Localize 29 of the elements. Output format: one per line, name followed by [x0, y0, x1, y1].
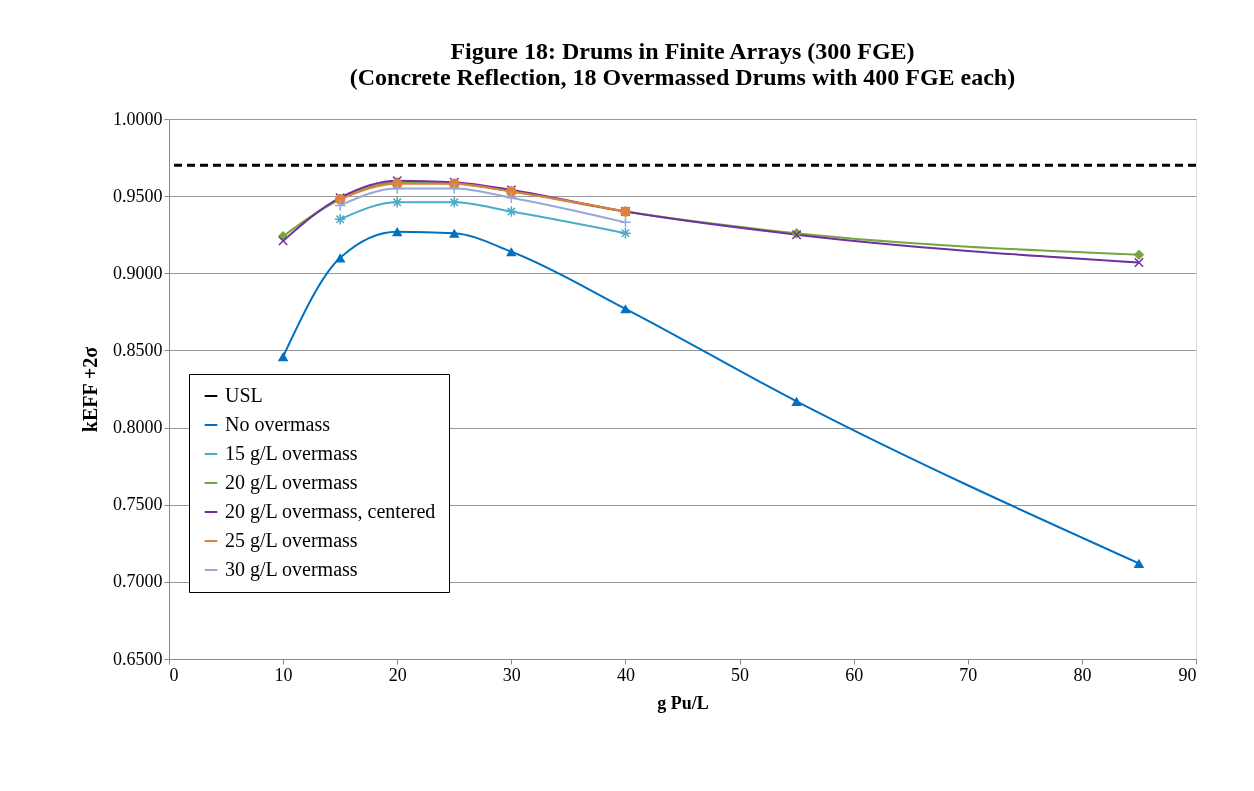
legend-label: No overmass [225, 413, 331, 435]
y-tick-label: 1.0000 [113, 108, 163, 129]
y-tick-label: 0.8500 [113, 339, 163, 360]
x-tick-label: 50 [731, 664, 750, 685]
x-tick-label: 10 [274, 664, 293, 685]
y-tick-label: 0.6500 [113, 648, 163, 669]
legend-label: 25 g/L overmass [225, 529, 358, 552]
x-tick-label: 70 [959, 664, 978, 685]
y-tick-label: 0.9500 [113, 185, 163, 206]
x-tick-label: 40 [616, 664, 635, 685]
legend-label: 20 g/L overmass, centered [225, 500, 436, 523]
y-tick-label: 0.9000 [113, 262, 163, 283]
legend-label: 15 g/L overmass [225, 442, 358, 465]
y-tick-label: 0.7500 [113, 494, 163, 515]
legend-label: USL [225, 384, 263, 406]
x-tick-label: 60 [845, 664, 864, 685]
y-axis-title: kEFF +2σ [79, 346, 101, 433]
legend-label: 30 g/L overmass [225, 558, 358, 581]
y-tick-label: 0.8000 [113, 417, 163, 438]
y-tick-label: 0.7000 [113, 571, 163, 592]
x-tick-label: 0 [169, 664, 179, 685]
x-tick-label: 80 [1073, 664, 1092, 685]
x-tick-label: 20 [388, 664, 407, 685]
x-axis-title: g Pu/L [657, 692, 709, 713]
legend-label: 20 g/L overmass [225, 471, 358, 494]
x-tick-label: 90 [1178, 664, 1197, 685]
x-tick-label: 30 [502, 664, 521, 685]
text: (Concrete Reflection, 18 Overmassed Drums with 400 FGE each) [349, 64, 1016, 90]
text: Figure 18: Drums in Finite Arrays (300 FGE) [450, 38, 915, 64]
